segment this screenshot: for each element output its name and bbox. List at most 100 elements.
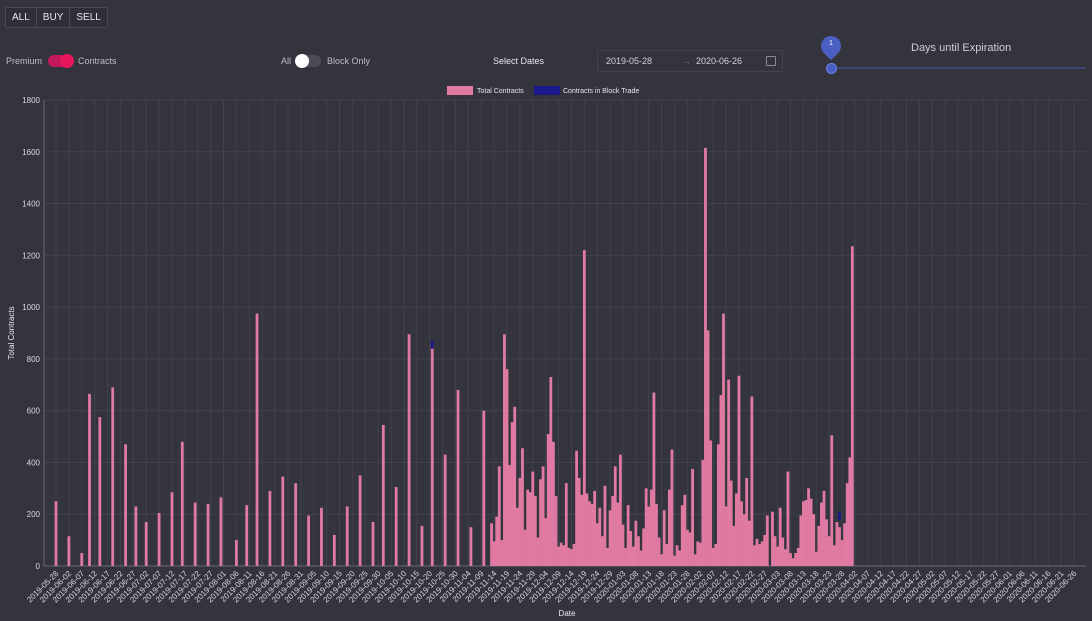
bar-total-contracts (758, 543, 761, 566)
slider-value-label: 1 (829, 40, 833, 47)
bar-total-contracts (533, 496, 537, 566)
bar-total-contracts (843, 523, 847, 566)
bar-total-contracts (500, 540, 504, 566)
bar-total-contracts (714, 543, 718, 566)
bar-total-contracts (371, 521, 375, 566)
bar-total-contracts (753, 545, 756, 566)
bar-total-contracts (562, 545, 566, 566)
bar-total-contracts (577, 477, 581, 566)
bar-total-contracts (840, 540, 844, 566)
bar-total-contracts (521, 448, 524, 566)
premium-label: Premium (6, 56, 43, 66)
contracts-label: Contracts (78, 56, 117, 66)
y-axis-title: Total Contracts (7, 306, 16, 359)
legend-swatch-total (447, 86, 473, 95)
bar-total-contracts (825, 519, 828, 566)
bar-total-contracts (719, 395, 723, 566)
bar-total-contracts (54, 501, 58, 566)
bar-total-contracts (564, 483, 568, 566)
bar-total-contracts (799, 515, 803, 566)
bar-total-contracts (206, 503, 210, 566)
bar-total-contracts (559, 542, 563, 566)
bar-total-contracts (760, 541, 764, 566)
bar-total-contracts (111, 387, 115, 566)
bar-total-contracts (639, 550, 643, 566)
bar-total-contracts (706, 330, 710, 566)
expiration-slider-track[interactable] (830, 67, 1086, 69)
bar-total-contracts (657, 537, 661, 566)
block-only-label: Block Only (327, 56, 371, 66)
bar-total-contracts (660, 554, 664, 566)
bar-total-contracts (724, 506, 728, 566)
bar-total-contracts (124, 444, 127, 566)
bar-total-contracts (673, 555, 676, 566)
bar-total-contracts (644, 488, 648, 566)
bar-total-contracts (711, 547, 715, 566)
start-date-input[interactable]: 2019-05-28 (606, 56, 653, 66)
bar-total-contracts (595, 523, 599, 566)
y-tick-label: 800 (27, 355, 41, 364)
bar-total-contracts (619, 454, 622, 566)
bar-total-contracts (835, 521, 839, 566)
block-only-switch[interactable] (295, 54, 322, 68)
bar-total-contracts (503, 334, 506, 566)
bar-total-contracts (629, 531, 633, 566)
bar-total-contracts (701, 459, 705, 566)
bar-total-contracts (832, 545, 836, 566)
switch-knob (60, 54, 75, 68)
bar-total-contracts (771, 511, 774, 566)
buy-button[interactable]: BUY (36, 8, 71, 27)
date-range-picker[interactable]: 2019-05-28 → 2020-06-26 (597, 50, 783, 72)
bar-total-contracts (637, 536, 640, 566)
bar-total-contracts (732, 525, 736, 566)
bar-total-contracts (144, 521, 148, 566)
bar-total-contracts (320, 507, 323, 566)
end-date-input[interactable]: 2020-06-26 (696, 56, 743, 66)
bar-total-contracts (544, 518, 548, 566)
bar-total-contracts (686, 529, 689, 566)
y-tick-label: 1200 (22, 251, 40, 260)
bar-total-contracts (747, 520, 751, 566)
bar-total-contracts (495, 516, 499, 566)
bar-total-contracts (567, 547, 571, 566)
bar-total-contracts (603, 485, 607, 566)
premium-contracts-switch[interactable] (48, 54, 75, 68)
bar-total-contracts (765, 515, 769, 566)
y-tick-label: 0 (36, 562, 41, 571)
bar-total-contracts (557, 546, 560, 566)
bar-total-contracts (407, 334, 411, 566)
all-button[interactable]: ALL (6, 8, 37, 27)
bar-total-contracts (88, 393, 91, 566)
bar-total-contracts (549, 377, 553, 566)
bar-total-contracts (67, 536, 71, 566)
bar-block-trade (838, 511, 841, 520)
bar-total-contracts (219, 497, 223, 566)
bar-total-contracts (807, 488, 810, 566)
bar-total-contracts (608, 510, 612, 566)
bar-total-contracts (255, 313, 259, 566)
bar-total-contracts (814, 551, 818, 566)
bar-total-contracts (490, 523, 493, 566)
bar-total-contracts (791, 558, 795, 566)
bar-total-contracts (469, 527, 473, 566)
bar-total-contracts (830, 435, 834, 566)
sell-button[interactable]: SELL (70, 8, 107, 27)
bar-total-contracts (667, 489, 671, 566)
bar-total-contracts (665, 543, 669, 566)
bar-total-contracts (688, 532, 692, 566)
bar-total-contracts (613, 466, 617, 566)
bar-total-contracts (642, 528, 646, 566)
bar-total-contracts (193, 502, 197, 566)
bar-total-contracts (554, 496, 558, 566)
expiration-slider-handle[interactable] (826, 63, 837, 74)
calendar-icon[interactable] (766, 56, 776, 66)
bar-total-contracts (734, 493, 738, 566)
bar-total-contracts (624, 547, 627, 566)
bar-total-contracts (536, 537, 540, 566)
bar-total-contracts (572, 543, 576, 566)
days-until-expiration-title: Days until Expiration (911, 42, 1012, 54)
bar-total-contracts (745, 477, 749, 566)
bar-total-contracts (812, 514, 816, 566)
bar-total-contracts (848, 457, 852, 566)
